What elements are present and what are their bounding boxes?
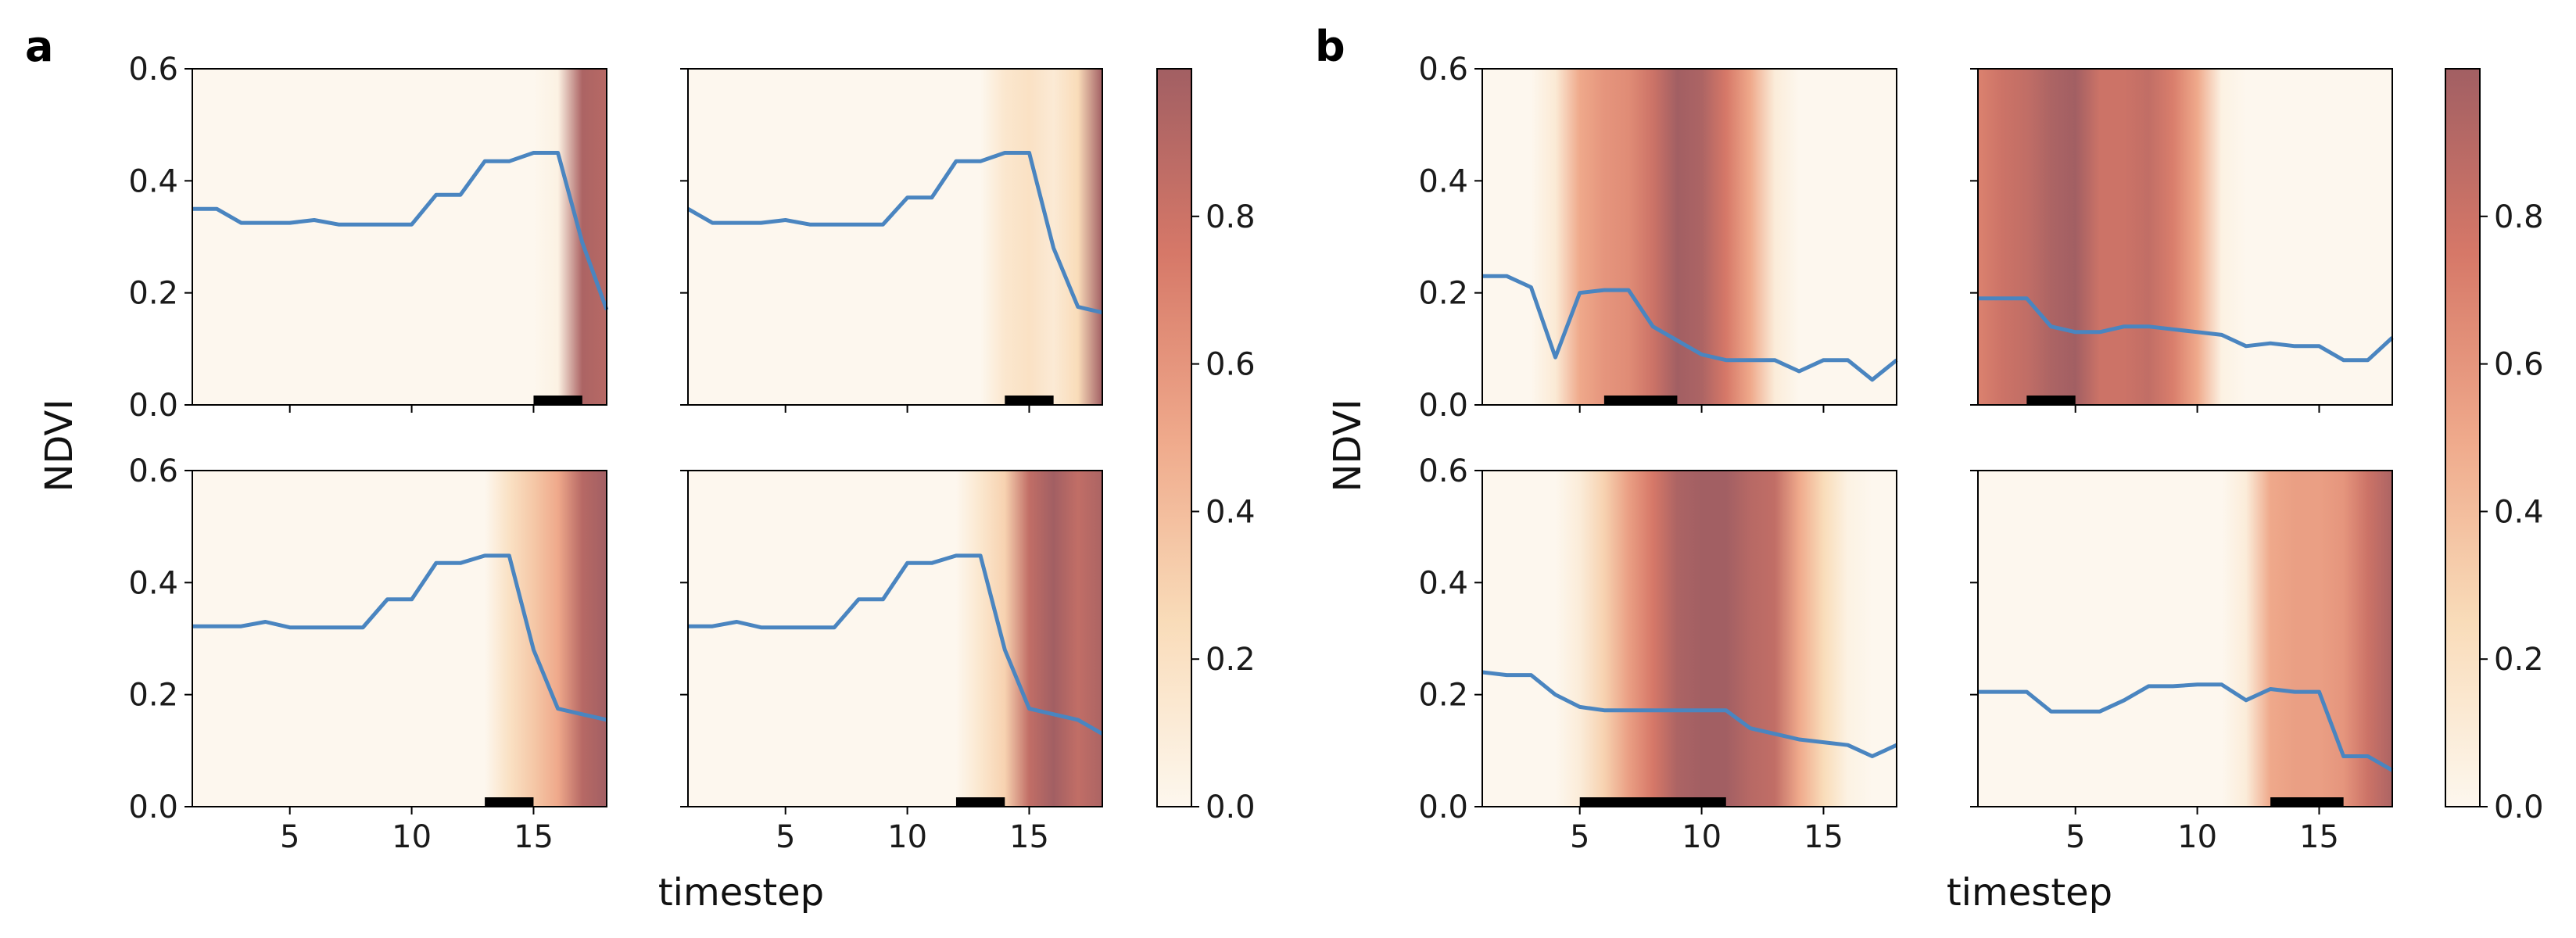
ndvi-line [1978,682,2394,772]
colorbars: 0.0 0.2 0.4 0.6 0.8 0.0 0.2 0.4 0.6 0.8 [1156,68,2544,825]
heatmap-background [688,69,1102,405]
x-tick-label: 15 [514,819,554,855]
subplot-a-top-left: 0.0 0.2 0.4 0.6 [128,52,609,424]
heatmap-background [688,471,1102,807]
colorbar-gradient [1156,68,1192,807]
heatmap-background [1482,471,1897,807]
x-tick-label: 5 [280,819,299,855]
panel-a-xlabel: timestep [658,871,824,915]
x-tick-label: 10 [887,819,927,855]
y-tick-label: 0.4 [128,565,178,601]
x-tick-label: 5 [776,819,795,855]
subplot-a-bottom-right: 5 10 15 [680,470,1104,855]
y-tick-label: 0.2 [1418,276,1468,312]
colorbar-tick-label: 0.8 [2494,199,2544,235]
event-marker [955,797,1005,807]
event-marker [1579,797,1726,807]
heatmap-background [1978,471,2392,807]
ndvi-line [192,151,609,311]
panel-a-ylabel: NDVI [38,399,81,492]
panel-a-label: a [25,22,53,71]
axes-frame [687,68,1103,406]
x-tick-label: 10 [1682,819,1722,855]
y-tick-label: 0.2 [128,276,178,312]
x-tick-label: 15 [2299,819,2339,855]
y-tick-label: 0.6 [1418,453,1468,489]
x-tick-label: 10 [2177,819,2217,855]
axes-frame [192,470,607,807]
panel-b-label: b [1315,22,1345,71]
y-tick-label: 0.4 [1418,565,1468,601]
event-marker [2270,797,2344,807]
colorbar-tick-label: 0.2 [2494,642,2544,678]
x-tick-label: 5 [1570,819,1589,855]
y-tick-label: 0.6 [128,453,178,489]
subplot-a-bottom-left: 0.0 0.2 0.4 0.6 5 10 15 [128,453,607,855]
x-tick-label: 15 [1804,819,1843,855]
colorbar-tick-label: 0.6 [2494,347,2544,383]
event-marker [485,797,534,807]
colorbar-tick-label: 0.0 [2494,789,2544,825]
colorbar-a: 0.0 0.2 0.4 0.6 0.8 [1156,68,1256,825]
colorbar-tick-label: 0.4 [1206,494,1256,530]
ndvi-line [686,151,1103,315]
subplot-b-bottom-left: 0.0 0.2 0.4 0.6 5 10 15 [1418,453,1898,855]
subplot-b-bottom-right: 5 10 15 [1970,470,2394,855]
axes-frame [1481,68,1897,406]
ndvi-line [192,553,607,722]
heatmap-background [192,471,607,807]
colorbar-gradient [2445,68,2481,807]
subplot-a-top-right [680,68,1103,413]
ndvi-line [1978,296,2394,363]
y-tick-label: 0.4 [1418,163,1468,199]
colorbar-tick-label: 0.0 [1206,789,1256,825]
y-tick-label: 0.0 [1418,789,1468,825]
y-tick-label: 0.6 [128,52,178,88]
y-tick-label: 0.0 [128,789,178,825]
heatmap-background [192,69,607,405]
colorbar-tick-label: 0.6 [1206,347,1256,383]
ndvi-line [688,553,1104,736]
x-tick-label: 15 [1009,819,1049,855]
ndvi-line [1481,670,1898,758]
colorbar-tick-label: 0.2 [1206,642,1256,678]
y-tick-label: 0.4 [128,163,178,199]
colorbar-tick-label: 0.8 [1206,199,1256,235]
axes-frame [1977,68,2393,406]
y-tick-label: 0.0 [1418,388,1468,424]
heatmap-background [1482,69,1897,405]
event-marker [2026,396,2076,405]
ndvi-line [1482,274,1898,382]
axes-frame [192,68,607,406]
event-marker [1005,396,1054,405]
axes-frame [1977,470,2393,807]
subplots: 0.0 0.2 0.4 0.6 0.0 0.2 0.4 0.6 5 10 15 5 10 15 0.0 0.2… [128,52,2394,855]
y-tick-label: 0.2 [1418,678,1468,714]
y-tick-label: 0.6 [1418,52,1468,88]
axes-frame [1481,470,1897,807]
panel-b-ylabel: NDVI [1326,399,1370,492]
axes-frame [687,470,1103,807]
event-marker [1603,396,1678,405]
y-tick-label: 0.0 [128,388,178,424]
subplot-b-top-left: 0.0 0.2 0.4 0.6 [1418,52,1898,424]
subplot-b-top-right [1970,68,2394,413]
y-tick-label: 0.2 [128,678,178,714]
colorbar-b: 0.0 0.2 0.4 0.6 0.8 [2445,68,2544,825]
x-tick-label: 5 [2065,819,2085,855]
x-tick-label: 10 [392,819,432,855]
colorbar-tick-label: 0.4 [2494,494,2544,530]
event-marker [533,396,582,405]
panel-b-xlabel: timestep [1947,871,2112,915]
